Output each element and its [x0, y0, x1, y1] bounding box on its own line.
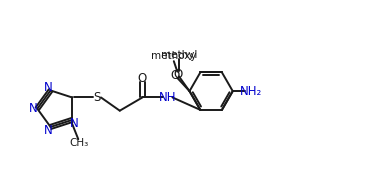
- Text: N: N: [70, 117, 79, 130]
- Text: O: O: [173, 68, 182, 81]
- Text: N: N: [29, 102, 38, 115]
- Text: NH: NH: [159, 91, 176, 104]
- Text: methyl: methyl: [161, 50, 197, 60]
- Text: methoxy: methoxy: [151, 51, 197, 61]
- Text: NH₂: NH₂: [240, 85, 262, 98]
- Text: N: N: [44, 124, 53, 137]
- Text: CH₃: CH₃: [69, 138, 89, 148]
- Text: N: N: [44, 81, 53, 94]
- Text: O: O: [138, 72, 147, 85]
- Text: O: O: [171, 69, 180, 82]
- Text: S: S: [93, 91, 101, 104]
